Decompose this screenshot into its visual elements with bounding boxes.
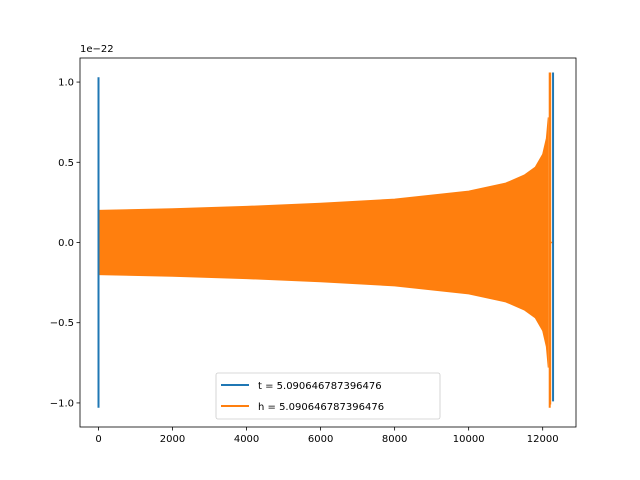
series-h-oscillation	[98, 117, 549, 368]
x-tick-label: 2000	[160, 434, 185, 445]
y-tick-label: 1.0	[58, 78, 74, 89]
x-tick-label: 4000	[234, 434, 259, 445]
x-tick-label: 12000	[527, 434, 559, 445]
legend-box	[215, 372, 441, 420]
y-tick-label: −0.5	[50, 318, 74, 329]
x-tick-label: 0	[95, 434, 101, 445]
y-tick-label: 0.5	[58, 158, 74, 169]
x-tick-label: 10000	[453, 434, 485, 445]
x-tick-label: 6000	[308, 434, 333, 445]
y-offset-label: 1e−22	[80, 44, 114, 55]
legend-label-h: h = 5.090646787396476	[258, 402, 384, 413]
legend: t = 5.090646787396476 h = 5.090646787396…	[215, 372, 441, 420]
x-tick-label: 8000	[382, 434, 407, 445]
plot-layer	[97, 72, 555, 408]
ticks-layer: 0 2000 4000 6000 8000 10000 12000 −1.0 −0.5 0.0 0.…	[50, 78, 559, 445]
y-tick-label: 0.0	[58, 238, 74, 249]
y-tick-label: −1.0	[50, 398, 74, 409]
legend-label-t: t = 5.090646787396476	[258, 381, 382, 392]
